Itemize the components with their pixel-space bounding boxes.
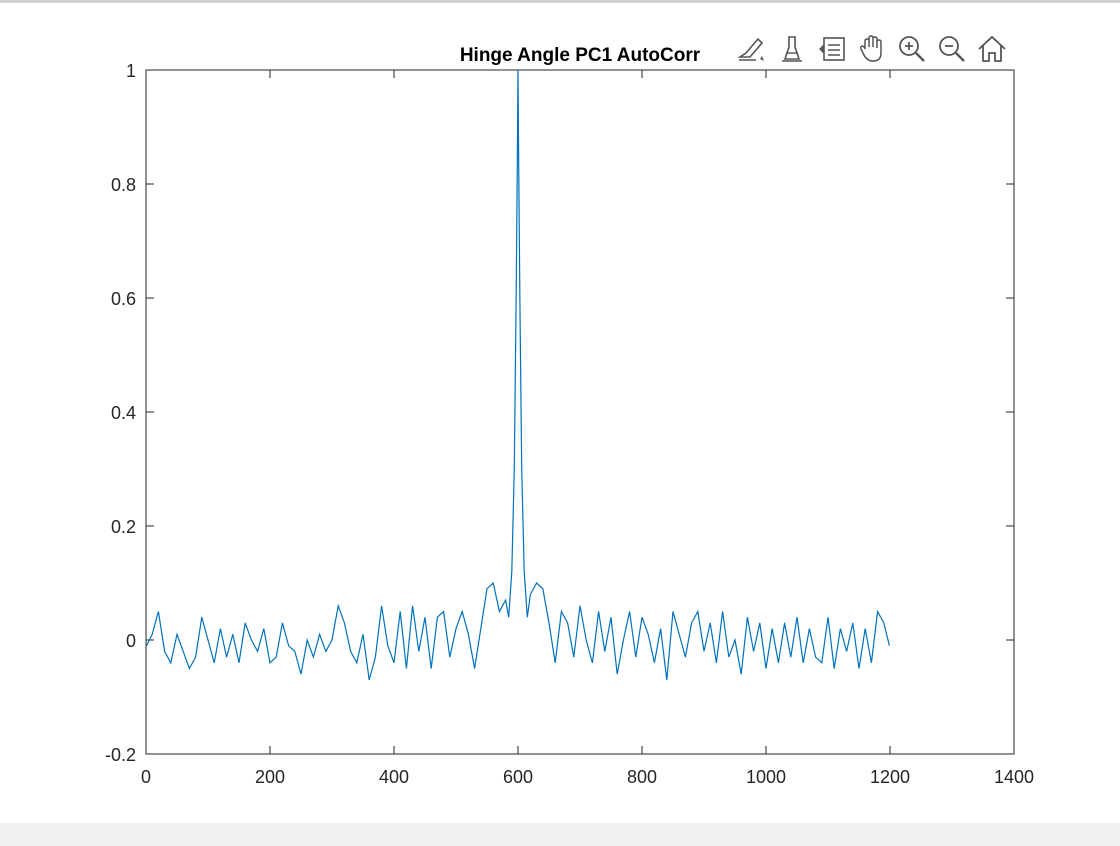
zoom-out-button[interactable]	[933, 31, 971, 67]
x-tick-label: 1400	[994, 767, 1034, 787]
zoom-out-icon	[939, 36, 965, 62]
tick-labels: 0 200 400 600 800 1000 1200 1400-0.200.20.40.60…	[105, 61, 1034, 787]
pan-hand-icon	[859, 35, 882, 62]
autocorr-line	[146, 69, 890, 681]
data-tips-icon	[737, 37, 764, 61]
chart-title: Hinge Angle PC1 AutoCorr	[460, 45, 701, 66]
data-tips-button[interactable]	[733, 31, 771, 67]
brush-button[interactable]	[773, 31, 811, 67]
home-icon	[978, 35, 1006, 62]
zoom-in-icon	[899, 36, 925, 62]
x-tick-label: 200	[255, 767, 285, 787]
y-tick-label: -0.2	[105, 745, 136, 765]
pan-button[interactable]	[853, 31, 891, 67]
window-top-border	[0, 0, 1120, 3]
axes-toolbar	[733, 31, 1011, 67]
axis-ticks	[145, 69, 1015, 755]
x-tick-label: 800	[627, 767, 657, 787]
zoom-in-button[interactable]	[893, 31, 931, 67]
x-tick-label: 600	[503, 767, 533, 787]
x-tick-label: 1000	[746, 767, 786, 787]
legend-icon	[819, 37, 845, 61]
x-tick-label: 1200	[870, 767, 910, 787]
y-tick-label: 1	[126, 61, 136, 81]
y-tick-label: 0.2	[111, 517, 136, 537]
x-tick-label: 400	[379, 767, 409, 787]
x-tick-label: 0	[141, 767, 151, 787]
axes-box	[145, 69, 1015, 755]
brush-icon	[782, 36, 802, 62]
figure-panel: Hinge Angle PC1 AutoCorr 0 200 400 600 800 10…	[0, 3, 1120, 823]
y-tick-label: 0.4	[111, 403, 136, 423]
y-tick-label: 0	[126, 631, 136, 651]
legend-button[interactable]	[813, 31, 851, 67]
y-tick-label: 0.6	[111, 289, 136, 309]
plot-canvas[interactable]: Hinge Angle PC1 AutoCorr 0 200 400 600 800 10…	[0, 3, 1120, 823]
y-tick-label: 0.8	[111, 175, 136, 195]
restore-view-button[interactable]	[973, 31, 1011, 67]
